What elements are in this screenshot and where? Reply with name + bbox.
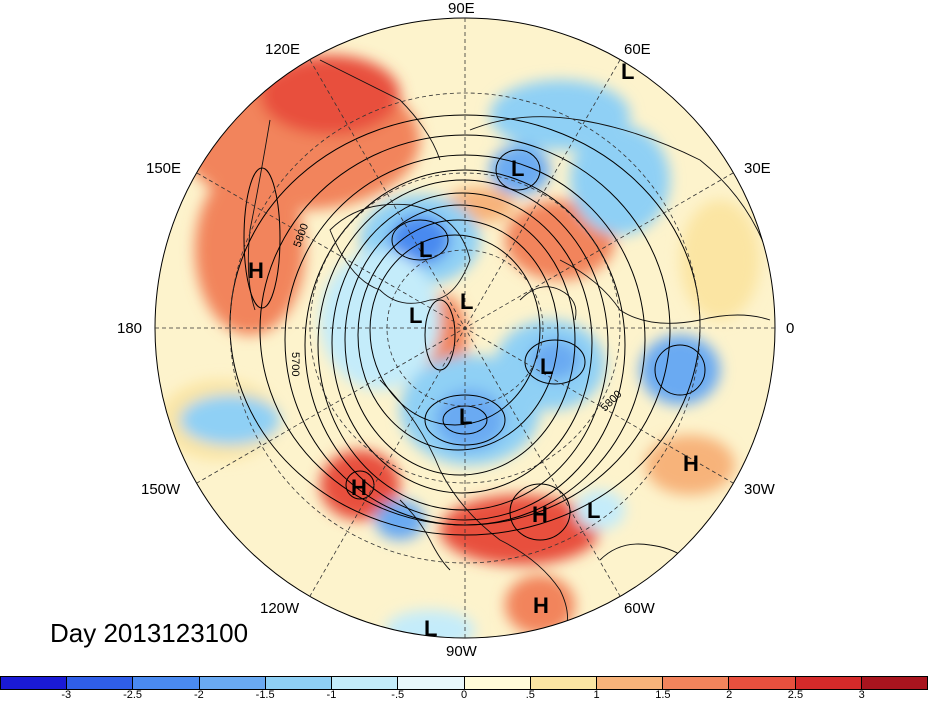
colorbar-tick-label: 1.5 <box>655 689 671 701</box>
colorbar-swatch <box>530 677 597 689</box>
low-pressure-label: L <box>459 404 472 429</box>
colorbar-tick-label: -2 <box>193 689 204 701</box>
longitude-label-150e: 150E <box>146 160 182 177</box>
colorbar-tick-label: 2 <box>726 689 733 701</box>
colorbar-swatch <box>663 677 730 689</box>
low-pressure-label: L <box>540 354 553 379</box>
colorbar-tick-label: -1.5 <box>255 689 275 701</box>
low-pressure-label: L <box>424 616 437 641</box>
high-pressure-label: H <box>351 475 367 500</box>
longitude-label-180: 180 <box>117 320 143 337</box>
colorbar-tick-label: -1 <box>326 689 337 701</box>
colorbar-tick-label: -2.5 <box>123 689 143 701</box>
colorbar-tick-label: 0 <box>460 689 468 701</box>
colorbar <box>0 676 928 690</box>
colorbar-swatch <box>729 677 796 689</box>
colorbar-swatch <box>861 677 928 689</box>
longitude-label-120w: 120W <box>260 600 300 617</box>
colorbar-swatch <box>464 677 531 689</box>
low-pressure-label: L <box>460 289 473 314</box>
high-pressure-label: H <box>533 593 549 618</box>
colorbar-tick-label: 3 <box>858 689 865 701</box>
low-pressure-label: L <box>621 59 634 84</box>
graticule <box>154 17 776 639</box>
low-pressure-label: L <box>587 498 600 523</box>
low-pressure-label: L <box>511 156 524 181</box>
low-pressure-label: L <box>409 303 422 328</box>
longitude-label-60e: 60E <box>624 41 651 58</box>
colorbar-swatch <box>199 677 266 689</box>
colorbar-swatch <box>398 677 465 689</box>
longitude-label-90w: 90W <box>446 643 477 660</box>
colorbar-swatch <box>1 677 68 689</box>
colorbar-swatch <box>265 677 333 689</box>
colorbar-swatch <box>795 677 862 689</box>
high-pressure-label: H <box>683 451 699 476</box>
contour-label: 5700 <box>289 352 301 376</box>
colorbar-swatch <box>133 677 200 689</box>
longitude-label-90e: 90E <box>448 0 475 17</box>
low-pressure-label: L <box>419 237 432 262</box>
colorbar-tick-label: -3 <box>61 689 72 701</box>
longitude-label-60w: 60W <box>624 600 655 617</box>
colorbar-swatch <box>332 677 399 689</box>
longitude-label-0: 0 <box>786 320 795 337</box>
colorbar-swatch <box>67 677 134 689</box>
colorbar-tick-label: 2.5 <box>787 689 804 701</box>
colorbar-tick-label: 1 <box>593 689 600 701</box>
colorbar-tick-label: .5 <box>525 689 535 701</box>
date-title: Day 2013123100 <box>50 618 249 648</box>
longitude-label-30w: 30W <box>744 481 775 498</box>
colorbar-swatch <box>596 677 664 689</box>
longitude-label-30e: 30E <box>744 160 771 177</box>
high-pressure-label: H <box>248 258 264 283</box>
longitude-label-150w: 150W <box>141 481 181 498</box>
pressure-centers: L L L L L L L L L H H H H H <box>248 59 699 641</box>
high-pressure-label: H <box>532 502 548 527</box>
colorbar-tick-label: -.5 <box>391 689 405 701</box>
longitude-label-120e: 120E <box>265 41 301 58</box>
